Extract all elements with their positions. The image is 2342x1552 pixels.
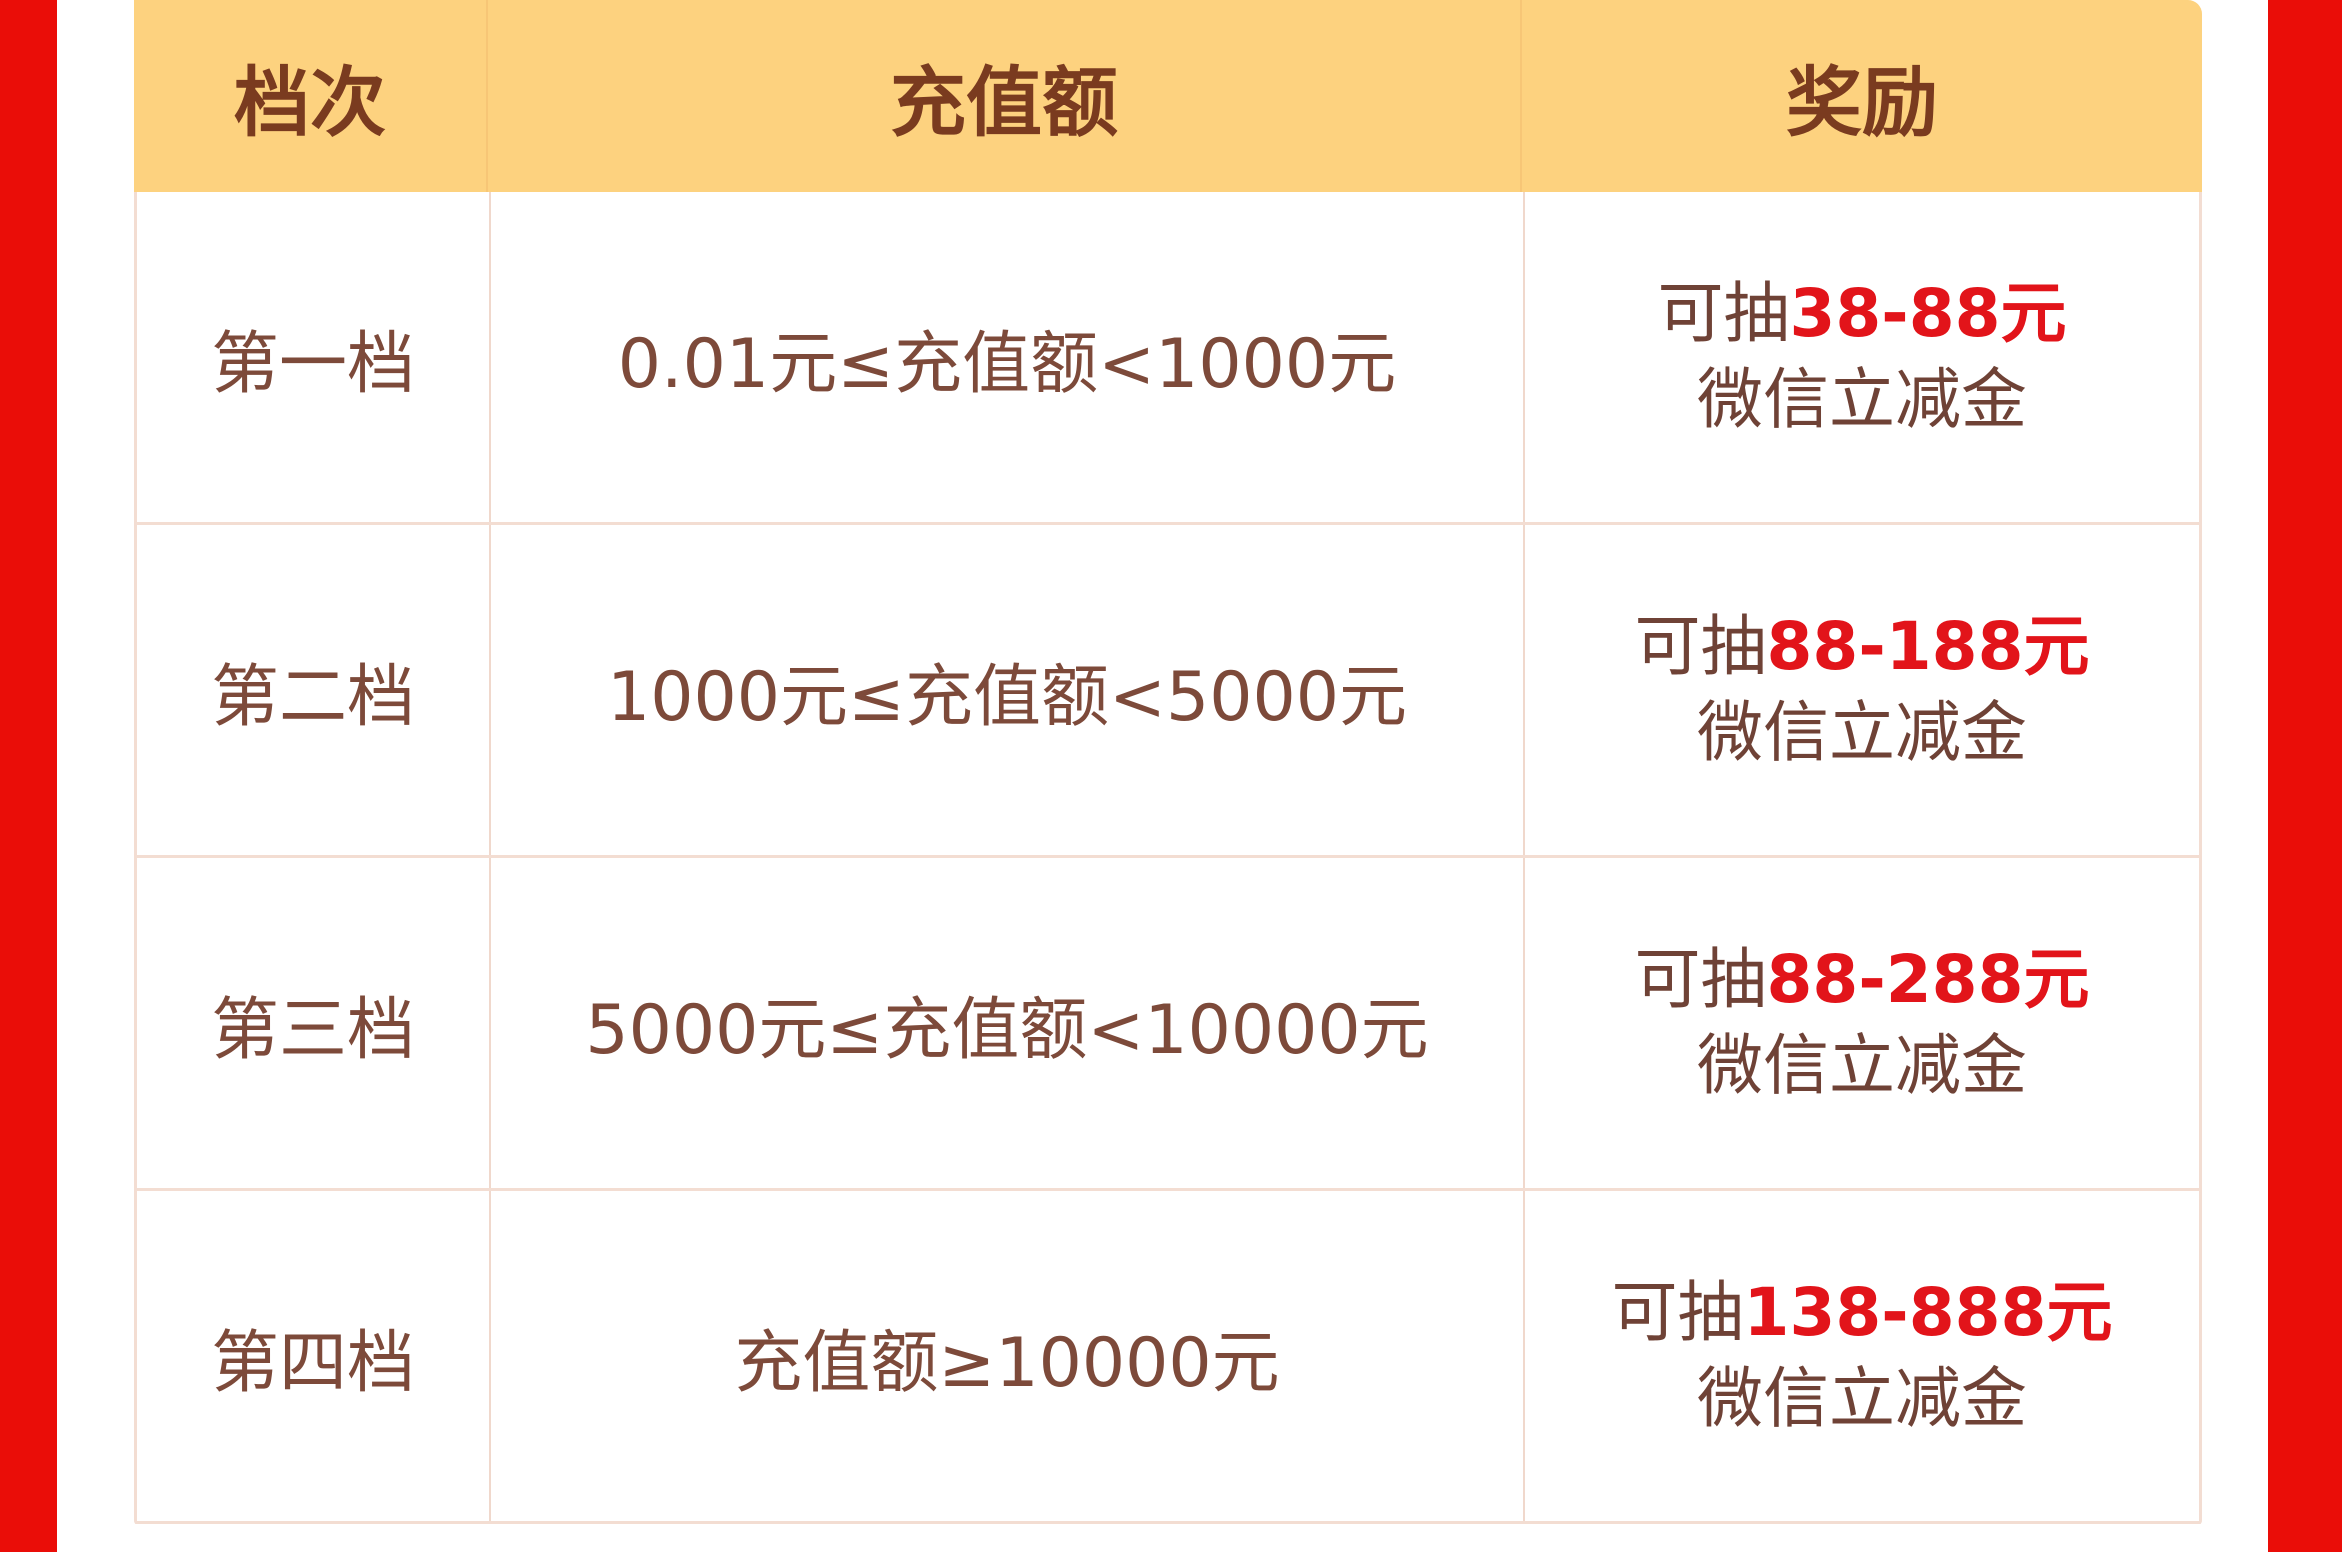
reward-prefix: 可抽 xyxy=(1634,941,1767,1019)
table-row: 第一档 0.01元≤充值额<1000元 可抽38-88元 微信立减金 xyxy=(134,192,2202,525)
range-cell: 充值额≥10000元 xyxy=(491,1191,1525,1521)
range-cell: 0.01元≤充值额<1000元 xyxy=(491,192,1525,522)
header-amount: 充值额 xyxy=(488,0,1522,192)
reward-prefix: 可抽 xyxy=(1611,1274,1744,1352)
recharge-reward-table: 档次 充值额 奖励 第一档 0.01元≤充值额<1000元 可抽38-88元 微信立减… xyxy=(134,0,2202,1526)
tier-cell: 第二档 xyxy=(137,525,491,855)
table-row: 第三档 5000元≤充值额<10000元 可抽88-288元 微信立减金 xyxy=(134,858,2202,1191)
reward-cell: 可抽138-888元 微信立减金 xyxy=(1525,1191,2199,1521)
table-row: 第二档 1000元≤充值额<5000元 可抽88-188元 微信立减金 xyxy=(134,525,2202,858)
reward-line-1: 可抽138-888元 xyxy=(1612,1270,2113,1356)
reward-line-1: 可抽88-288元 xyxy=(1634,937,2089,1023)
reward-line-2: 微信立减金 xyxy=(1697,1027,2027,1104)
reward-line-1: 可抽38-88元 xyxy=(1657,271,2066,357)
reward-line-1: 可抽88-188元 xyxy=(1634,604,2089,690)
reward-line-2: 微信立减金 xyxy=(1697,1360,2027,1437)
reward-amount: 138-888元 xyxy=(1743,1274,2113,1352)
reward-cell: 可抽38-88元 微信立减金 xyxy=(1525,192,2199,522)
table-header: 档次 充值额 奖励 xyxy=(134,0,2202,192)
reward-line-2: 微信立减金 xyxy=(1697,694,2027,771)
tier-cell: 第三档 xyxy=(137,858,491,1188)
reward-amount: 88-288元 xyxy=(1766,941,2090,1019)
reward-cell: 可抽88-288元 微信立减金 xyxy=(1525,858,2199,1188)
header-reward: 奖励 xyxy=(1786,58,1938,147)
reward-line-2: 微信立减金 xyxy=(1697,361,2027,438)
reward-prefix: 可抽 xyxy=(1634,608,1767,686)
range-cell: 1000元≤充值额<5000元 xyxy=(491,525,1525,855)
red-frame-right xyxy=(2268,0,2342,1552)
header-tier: 档次 xyxy=(134,0,488,192)
reward-cell: 可抽88-188元 微信立减金 xyxy=(1525,525,2199,855)
tier-cell: 第四档 xyxy=(137,1191,491,1521)
table-row: 第四档 充值额≥10000元 可抽138-888元 微信立减金 xyxy=(134,1191,2202,1524)
tier-cell: 第一档 xyxy=(137,192,491,522)
range-cell: 5000元≤充值额<10000元 xyxy=(491,858,1525,1188)
reward-prefix: 可抽 xyxy=(1657,275,1790,353)
reward-amount: 38-88元 xyxy=(1789,275,2067,353)
reward-amount: 88-188元 xyxy=(1766,608,2090,686)
red-frame-left xyxy=(0,0,57,1552)
